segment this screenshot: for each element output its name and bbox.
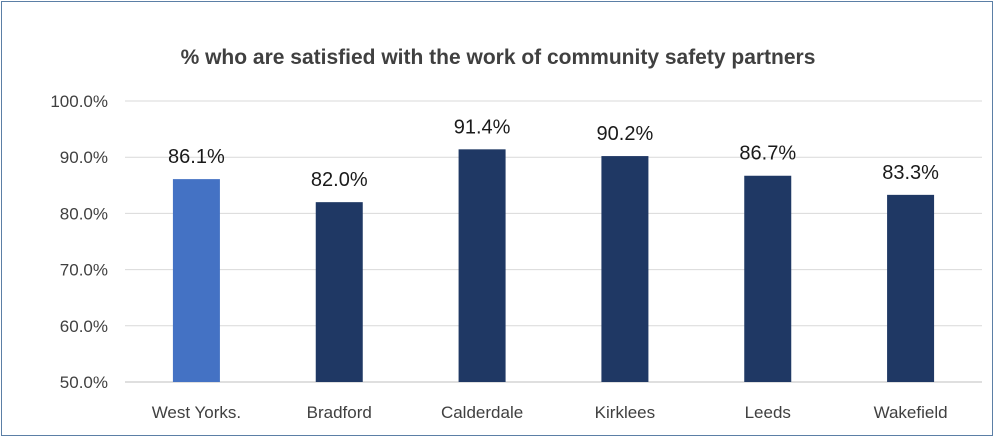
- x-tick-label: Leeds: [745, 403, 791, 422]
- data-label: 91.4%: [454, 116, 511, 138]
- bar-wakefield: [887, 194, 935, 382]
- bar-west-yorks: [172, 179, 220, 382]
- data-label: 86.1%: [168, 146, 225, 168]
- x-tick-label: Kirklees: [595, 403, 655, 422]
- x-tick-label: Calderdale: [441, 403, 523, 422]
- chart-title: % who are satisfied with the work of com…: [181, 46, 816, 69]
- y-axis-tick-labels: 50.0% 60.0% 70.0% 80.0% 90.0% 100.0%: [50, 92, 108, 392]
- x-tick-label: Bradford: [307, 403, 372, 422]
- gridlines: [125, 100, 982, 383]
- bar-kirklees: [601, 156, 649, 382]
- data-label: 86.7%: [739, 143, 796, 165]
- x-axis-tick-labels: West Yorks. Bradford Calderdale Kirklees Lee…: [152, 403, 948, 422]
- y-tick-label: 60.0%: [60, 317, 108, 336]
- data-label: 82.0%: [311, 169, 368, 191]
- y-tick-label: 70.0%: [60, 261, 108, 280]
- x-tick-label: West Yorks.: [152, 403, 241, 422]
- y-tick-label: 100.0%: [50, 92, 108, 111]
- y-tick-label: 90.0%: [60, 148, 108, 167]
- bar-bradford: [315, 202, 363, 382]
- data-label: 83.3%: [882, 162, 939, 184]
- x-tick-label: Wakefield: [874, 403, 948, 422]
- data-labels: 86.1% 82.0% 91.4% 90.2% 86.7% 83.3%: [168, 116, 939, 191]
- y-tick-label: 80.0%: [60, 204, 108, 223]
- bar-leeds: [744, 175, 792, 382]
- data-label: 90.2%: [597, 123, 654, 145]
- bar-calderdale: [458, 149, 506, 382]
- bars: [172, 149, 935, 382]
- y-tick-label: 50.0%: [60, 373, 108, 392]
